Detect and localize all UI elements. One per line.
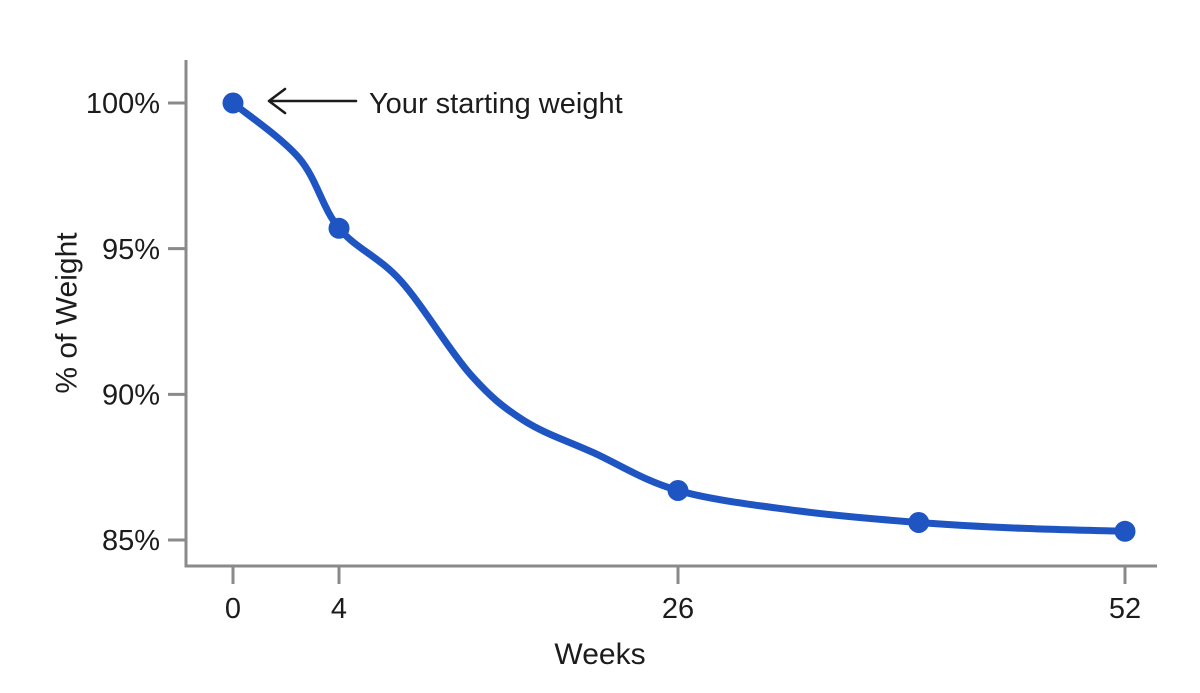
data-point xyxy=(222,92,244,114)
annotation: Your starting weight xyxy=(267,87,623,120)
y-ticks: 100% 95% 90% 85% xyxy=(86,88,186,557)
x-axis: 0 4 26 52 xyxy=(184,564,1157,625)
x-axis-title: Weeks xyxy=(554,638,645,671)
x-tick-label: 26 xyxy=(662,593,694,625)
data-point xyxy=(328,217,350,239)
y-axis: 100% 95% 90% 85% xyxy=(86,60,188,568)
annotation-text: Your starting weight xyxy=(369,88,623,120)
y-tick-label: 90% xyxy=(102,379,160,411)
y-axis-title: % of Weight xyxy=(51,232,84,394)
weight-curve xyxy=(229,99,1129,535)
data-point xyxy=(1114,520,1136,542)
y-tick-label: 85% xyxy=(102,525,160,557)
data-point xyxy=(667,480,689,501)
arrow-head-icon xyxy=(267,87,287,115)
x-tick-label: 52 xyxy=(1109,593,1141,625)
data-point xyxy=(908,512,930,533)
y-tick-label: 95% xyxy=(102,234,160,266)
annotation-arrow xyxy=(267,87,358,115)
x-ticks: 0 4 26 52 xyxy=(225,566,1141,625)
data-points xyxy=(222,92,1136,542)
x-tick-label: 4 xyxy=(331,593,347,625)
y-tick-label: 100% xyxy=(86,88,160,120)
x-tick-label: 0 xyxy=(225,593,241,625)
